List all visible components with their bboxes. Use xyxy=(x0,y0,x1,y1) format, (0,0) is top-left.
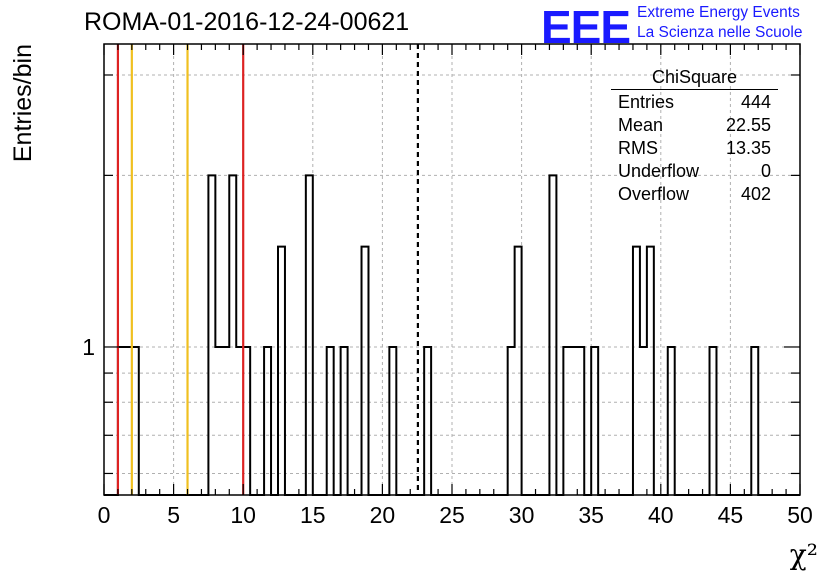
stats-label: Mean xyxy=(618,115,664,135)
histogram-bin xyxy=(515,247,522,495)
stats-name: ChiSquare xyxy=(611,66,778,90)
histogram-bin xyxy=(341,347,348,495)
histogram-bin xyxy=(710,347,717,495)
histogram-bin xyxy=(222,347,229,495)
x-tick-label: 10 xyxy=(230,502,256,528)
histogram-bin xyxy=(640,347,647,495)
histogram-bin xyxy=(229,175,236,495)
histogram-bin xyxy=(647,247,654,495)
x-tick-label: 25 xyxy=(439,502,465,528)
x-tick-label: 0 xyxy=(98,502,111,528)
histogram-bin xyxy=(577,347,584,495)
stats-value: 402 xyxy=(740,184,771,204)
histogram-bin xyxy=(264,347,271,495)
histogram-bin xyxy=(570,347,577,495)
stats-value: 444 xyxy=(740,92,771,112)
logo-line2: La Scienza nelle Scuole xyxy=(637,24,803,41)
histogram-bin xyxy=(633,247,640,495)
histogram-bin xyxy=(549,175,556,495)
x-tick-label: 5 xyxy=(167,502,180,528)
histogram-bin xyxy=(508,347,515,495)
x-tick-label: 45 xyxy=(718,502,744,528)
stats-value: 22.55 xyxy=(725,115,771,135)
histogram-bin xyxy=(327,347,334,495)
histogram-bin xyxy=(362,247,369,495)
stats-value: 0 xyxy=(760,161,771,181)
histogram-bin xyxy=(591,347,598,495)
histogram-bin xyxy=(208,175,215,495)
histogram-bin xyxy=(306,175,313,495)
x-tick-label: 15 xyxy=(300,502,326,528)
stats-row-rms: RMS 13.35 xyxy=(611,137,778,160)
histogram-bin xyxy=(424,347,431,495)
y-tick-label: 1 xyxy=(82,334,95,360)
stats-value: 13.35 xyxy=(725,138,771,158)
stats-label: Entries xyxy=(618,92,675,112)
x-tick-label: 50 xyxy=(787,502,813,528)
eee-logo: EEE xyxy=(541,1,631,53)
histogram-bin xyxy=(563,347,570,495)
stats-row-mean: Mean 22.55 xyxy=(611,114,778,137)
stats-row-overflow: Overflow 402 xyxy=(611,183,778,206)
stats-label: Underflow xyxy=(618,161,700,181)
stats-row-underflow: Underflow 0 xyxy=(611,160,778,183)
histogram-bin xyxy=(215,347,222,495)
stats-box: ChiSquare Entries 444 Mean 22.55 RMS 13.… xyxy=(611,66,778,206)
x-tick-label: 35 xyxy=(578,502,604,528)
x-tick-label: 20 xyxy=(370,502,396,528)
chart-title: ROMA-01-2016-12-24-00621 xyxy=(84,8,410,36)
histogram-bin xyxy=(668,347,675,495)
x-tick-label: 30 xyxy=(509,502,535,528)
histogram-bin xyxy=(278,247,285,495)
y-axis-label: Entries/bin xyxy=(9,44,37,162)
x-axis-label: χ² xyxy=(790,538,818,571)
stats-label: RMS xyxy=(618,138,658,158)
x-tick-label: 40 xyxy=(648,502,674,528)
stats-row-entries: Entries 444 xyxy=(611,91,778,114)
histogram-bin xyxy=(751,347,758,495)
stats-label: Overflow xyxy=(618,184,690,204)
histogram-bin xyxy=(389,347,396,495)
logo-line1: Extreme Energy Events xyxy=(637,4,800,21)
